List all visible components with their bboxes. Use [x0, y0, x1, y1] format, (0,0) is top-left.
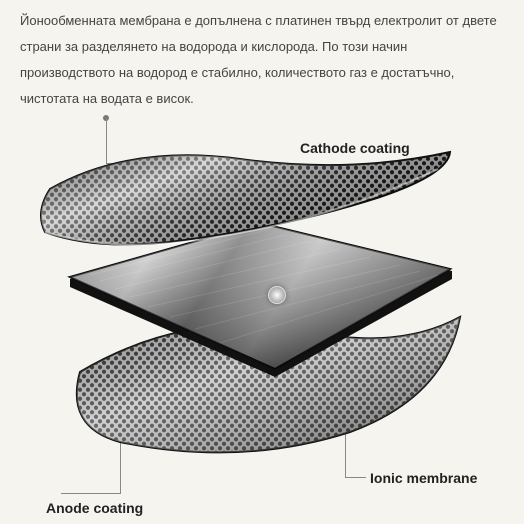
- center-marker-icon: [268, 286, 286, 304]
- label-anode: Anode coating: [46, 500, 143, 516]
- label-ionic: Ionic membrane: [370, 470, 477, 486]
- label-cathode: Cathode coating: [300, 140, 410, 156]
- membrane-diagram: Cathode coating Ionic membrane Anode coa…: [0, 112, 524, 524]
- description-text: Йонообменната мембрана е допълнена с пла…: [0, 0, 524, 112]
